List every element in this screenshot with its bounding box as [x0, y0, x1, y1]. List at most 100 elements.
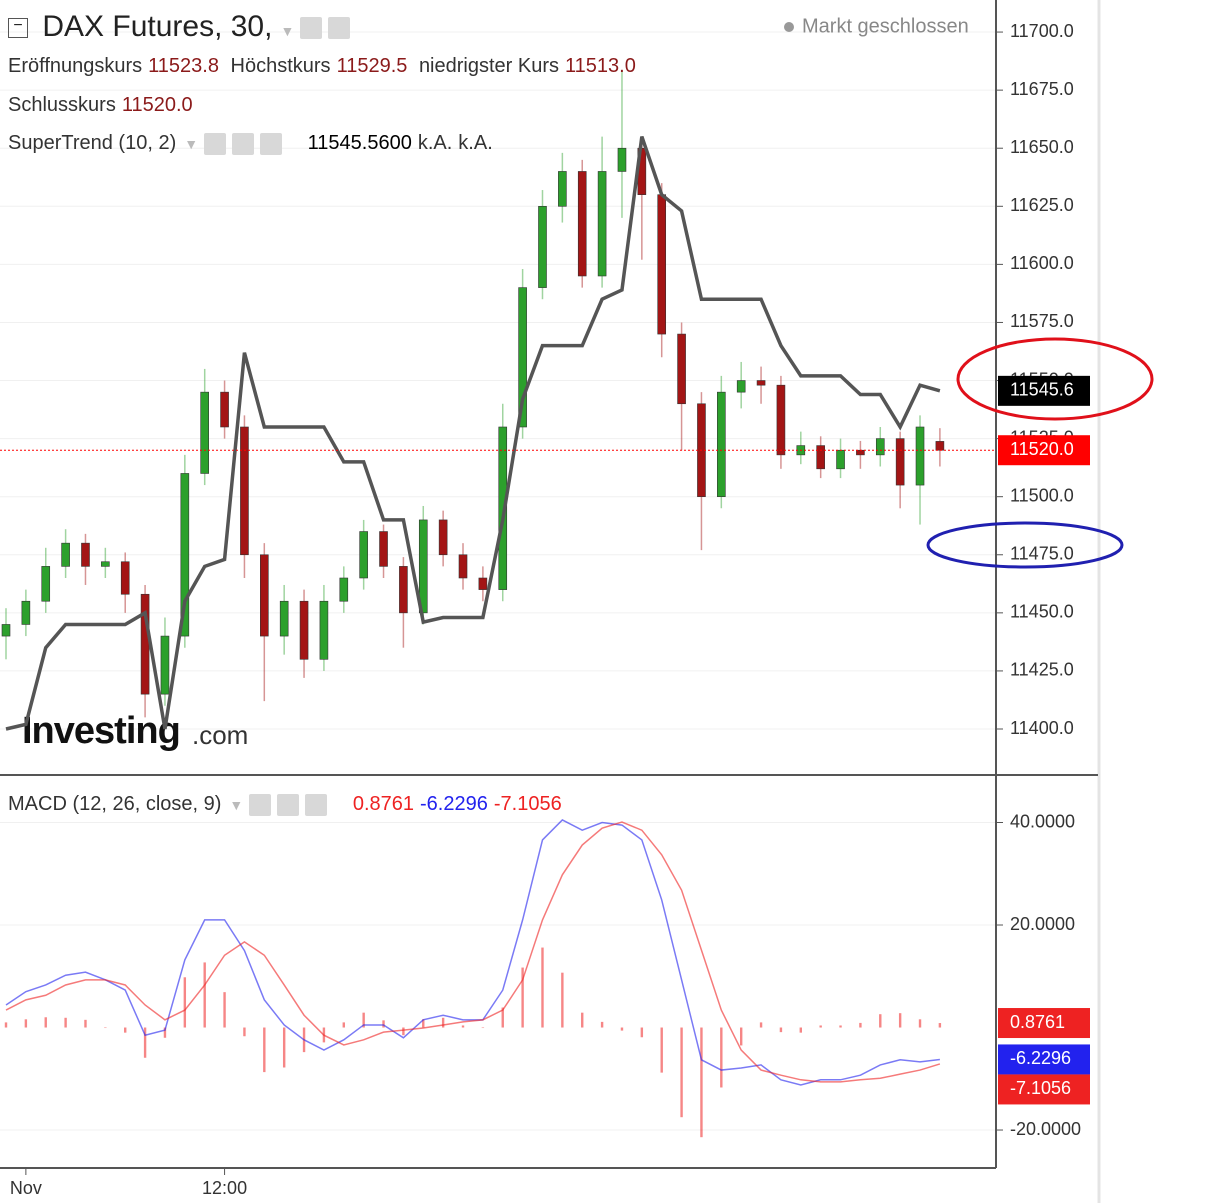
histogram-bar [382, 1020, 385, 1028]
y-tick-label: 11475.0 [1010, 544, 1074, 564]
candle-body [41, 566, 51, 602]
legend-label: Eröffnungskurs [8, 55, 143, 77]
candle-body [240, 426, 249, 556]
legend-label: Schlusskurs [8, 94, 116, 116]
x-tick-label: Nov [10, 1178, 42, 1198]
dropdown[interactable]: ▼ [280, 23, 295, 39]
histogram-bar [124, 1027, 127, 1033]
histogram-bar [243, 1027, 246, 1037]
close-icon[interactable] [305, 793, 328, 816]
y-tick-label: 11400.0 [1010, 718, 1074, 738]
candle-body [776, 384, 786, 456]
indicator-value: 0.8761 [352, 793, 415, 815]
candle-body [200, 391, 209, 474]
candle-body [657, 194, 667, 335]
candle-body [538, 205, 547, 288]
candle-body [1, 624, 11, 637]
candle-body [359, 531, 368, 579]
histogram-bar [680, 1027, 683, 1118]
candle-body [836, 449, 845, 470]
histogram-bar [541, 947, 544, 1028]
histogram-bar [739, 1027, 743, 1046]
indicator-name: MACD (12, 26, close, 9) [8, 793, 222, 815]
histogram-bar [600, 1021, 604, 1028]
histogram-bar [263, 1027, 266, 1073]
eye-icon[interactable] [300, 17, 323, 40]
histogram-bar [183, 977, 187, 1028]
histogram-bar [859, 1022, 862, 1028]
y-tick-label: 11450.0 [1010, 602, 1074, 622]
histogram-bar [143, 1027, 147, 1058]
candle-body [935, 441, 945, 451]
histogram-bar [342, 1022, 345, 1028]
price-tag [998, 435, 1090, 466]
candle-body [120, 561, 130, 595]
candle-body [418, 519, 428, 614]
dropdown[interactable]: ▼ [184, 136, 199, 152]
histogram-bar [481, 1027, 485, 1029]
histogram-bar [104, 1027, 107, 1029]
candle-body [558, 171, 567, 207]
histogram-bar [581, 1012, 584, 1028]
histogram-bar [898, 1013, 902, 1028]
candle-body [220, 391, 229, 428]
legend-value: 11513.0 [565, 55, 636, 77]
indicator-value: -7.1056 [493, 793, 562, 815]
candle-body [299, 600, 309, 660]
candle-body [597, 171, 607, 277]
settings-icon[interactable] [232, 132, 255, 155]
indicator-name: SuperTrend (10, 2) [8, 132, 177, 154]
price-tag [998, 375, 1090, 406]
histogram-bar [521, 967, 524, 1028]
histogram-bar [620, 1027, 624, 1031]
title-row: − DAX Futures, 30, ▼ [8, 10, 356, 44]
histogram-bar [441, 1017, 445, 1028]
chart-title: DAX Futures, 30, [42, 10, 273, 43]
settings-icon[interactable] [277, 793, 300, 816]
candle-body [518, 287, 527, 428]
histogram-bar [223, 992, 226, 1028]
supertrend-line [5, 136, 941, 731]
candle-body [61, 542, 70, 567]
macd-line [5, 821, 941, 1083]
histogram-bar [163, 1027, 167, 1038]
dropdown[interactable]: ▼ [229, 797, 244, 813]
histogram-bar [362, 1012, 365, 1028]
histogram-bar [660, 1027, 663, 1073]
price-tag-label: 0.8761 [1010, 1012, 1065, 1032]
x-tick-label: 12:00 [202, 1178, 247, 1198]
y-tick-label: 11500.0 [1010, 485, 1074, 505]
histogram-bar [282, 1027, 286, 1068]
candle-body [339, 577, 349, 602]
settings-icon[interactable] [328, 17, 351, 40]
status: Markt geschlossen [802, 15, 969, 37]
candle-body [717, 391, 726, 497]
ohlc-legend: Eröffnungskurs 11523.8 Höchstkurs 11529.5 … [8, 55, 642, 78]
price-tag [998, 1008, 1090, 1039]
close-icon[interactable] [260, 132, 283, 155]
histogram-bar [819, 1025, 822, 1028]
histogram-bar [720, 1027, 723, 1088]
y-tick-label: 11575.0 [1010, 311, 1074, 331]
annotation-circle [926, 521, 1124, 569]
candle-body [875, 438, 885, 456]
candle-body [319, 600, 329, 660]
indicator-value: k.A. [458, 132, 493, 154]
candle-body [816, 445, 825, 470]
price-tag-label: 11520.0 [1010, 439, 1074, 459]
price-tag [998, 1044, 1090, 1075]
candle-body [756, 380, 766, 386]
collapse-icon[interactable]: − [8, 18, 28, 39]
price-tag-label: 11545.6 [1010, 380, 1074, 400]
y-tick-label: 11600.0 [1010, 253, 1074, 273]
price-tag-label: -6.2296 [1010, 1048, 1071, 1068]
histogram-bar [422, 1019, 425, 1028]
histogram-bar [700, 1027, 703, 1138]
status-dot [784, 22, 794, 32]
histogram-bar [461, 1025, 465, 1028]
histogram-bar [402, 1027, 405, 1036]
indicator-value: 11545.5600 [307, 132, 412, 154]
candle-body [140, 593, 150, 695]
eye-icon[interactable] [249, 793, 272, 816]
eye-icon[interactable] [204, 132, 227, 155]
